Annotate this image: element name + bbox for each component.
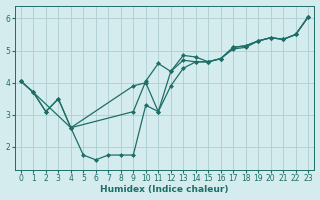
X-axis label: Humidex (Indice chaleur): Humidex (Indice chaleur): [100, 185, 229, 194]
